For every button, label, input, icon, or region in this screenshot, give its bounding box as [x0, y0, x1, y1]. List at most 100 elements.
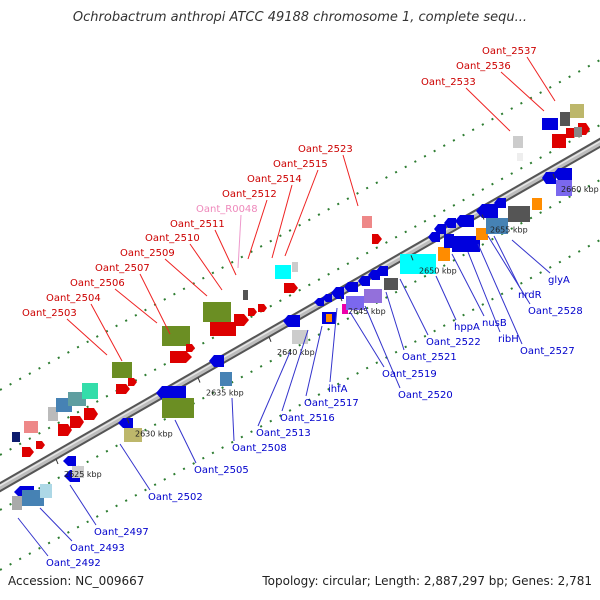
gene-arrow[interactable]	[186, 344, 195, 352]
gene-label-below[interactable]: Oant_2527	[520, 346, 575, 357]
gene-block[interactable]	[124, 428, 142, 442]
gene-label-below[interactable]: glyA	[548, 275, 570, 286]
gene-block[interactable]	[162, 398, 194, 418]
gene-label-below[interactable]: Oant_2519	[382, 369, 437, 380]
gene-arrow[interactable]	[63, 456, 76, 466]
gene-block[interactable]	[48, 407, 58, 421]
gene-block[interactable]	[82, 383, 98, 399]
gene-label-above[interactable]: Oant_2523	[298, 144, 353, 155]
gene-label-above[interactable]: Oant_2512	[222, 189, 277, 200]
gene-block[interactable]	[220, 372, 232, 386]
gene-label-below[interactable]: Oant_2520	[398, 390, 453, 401]
gene-arrow[interactable]	[494, 198, 506, 208]
gene-block[interactable]	[552, 134, 566, 148]
gene-block[interactable]	[486, 218, 508, 234]
gene-arrow[interactable]	[84, 408, 98, 420]
gene-arrow[interactable]	[170, 351, 192, 363]
gene-block[interactable]	[243, 290, 248, 300]
gene-arrow[interactable]	[476, 204, 498, 218]
gene-block[interactable]	[40, 484, 52, 498]
gene-arrow[interactable]	[344, 282, 358, 292]
gene-block[interactable]	[574, 127, 582, 137]
gene-block[interactable]	[362, 216, 372, 228]
gene-label-above[interactable]: Oant_2511	[170, 219, 225, 230]
gene-label-below[interactable]: nrdR	[518, 290, 542, 301]
gene-arrow[interactable]	[376, 266, 388, 276]
gene-block[interactable]	[532, 198, 542, 210]
gene-block[interactable]	[517, 153, 523, 161]
gene-block[interactable]	[292, 262, 298, 272]
gene-label-below[interactable]: nusB	[482, 318, 507, 329]
gene-arrow[interactable]	[128, 378, 137, 386]
gene-block[interactable]	[275, 265, 291, 279]
gene-label-below[interactable]: ihfA	[328, 384, 348, 395]
gene-arrow[interactable]	[156, 386, 186, 400]
gene-arrow[interactable]	[542, 172, 556, 184]
gene-label-below[interactable]: Oant_2516	[280, 413, 335, 424]
gene-label-above[interactable]: Oant_2533	[421, 77, 476, 88]
gene-block[interactable]	[203, 302, 231, 322]
gene-block[interactable]	[438, 247, 450, 261]
gene-label-above[interactable]: Oant_2503	[22, 308, 77, 319]
gene-arrow[interactable]	[455, 215, 474, 227]
gene-label-below[interactable]: Oant_2492	[46, 558, 101, 569]
gene-block[interactable]	[346, 296, 364, 310]
gene-label-below[interactable]: Oant_2528	[528, 306, 583, 317]
gene-label-above[interactable]: Oant_2536	[456, 61, 511, 72]
gene-block[interactable]	[400, 254, 436, 274]
gene-block[interactable]	[24, 421, 38, 433]
gene-arrow[interactable]	[444, 218, 456, 228]
gene-arrow[interactable]	[36, 441, 45, 449]
gene-label-below[interactable]: hppA	[454, 322, 480, 333]
gene-arrow[interactable]	[428, 232, 440, 242]
gene-block[interactable]	[570, 104, 584, 118]
gene-arrow[interactable]	[372, 234, 382, 244]
gene-block[interactable]	[444, 234, 454, 248]
gene-arrow[interactable]	[209, 355, 224, 367]
gene-block[interactable]	[384, 278, 398, 290]
gene-block[interactable]	[22, 490, 44, 506]
gene-label-below[interactable]: Oant_2493	[70, 543, 125, 554]
gene-block[interactable]	[326, 314, 332, 322]
gene-arrow[interactable]	[358, 276, 370, 286]
gene-arrow[interactable]	[434, 224, 446, 234]
gene-label-above[interactable]: Oant_R0048	[196, 204, 258, 215]
gene-block[interactable]	[513, 136, 523, 148]
gene-label-above[interactable]: Oant_2509	[120, 248, 175, 259]
gene-label-below[interactable]: Oant_2508	[232, 443, 287, 454]
gene-block[interactable]	[210, 322, 236, 336]
gene-label-above[interactable]: Oant_2506	[70, 278, 125, 289]
gene-label-above[interactable]: Oant_2537	[482, 46, 537, 57]
gene-arrow[interactable]	[258, 304, 267, 312]
gene-arrow[interactable]	[283, 315, 300, 327]
gene-block[interactable]	[556, 180, 572, 196]
gene-block[interactable]	[452, 236, 480, 252]
gene-label-below[interactable]: ribH	[498, 334, 519, 345]
gene-arrow[interactable]	[70, 416, 84, 428]
gene-block[interactable]	[364, 289, 382, 303]
gene-label-below[interactable]: Oant_2505	[194, 465, 249, 476]
gene-arrow[interactable]	[22, 447, 34, 457]
gene-block[interactable]	[112, 362, 132, 378]
gene-block[interactable]	[68, 392, 86, 406]
gene-arrow[interactable]	[118, 418, 133, 428]
gene-arrow[interactable]	[553, 168, 572, 180]
gene-block[interactable]	[72, 466, 84, 478]
gene-label-above[interactable]: Oant_2514	[247, 174, 302, 185]
gene-arrow[interactable]	[248, 308, 257, 316]
gene-label-below[interactable]: Oant_2521	[402, 352, 457, 363]
gene-label-above[interactable]: Oant_2507	[95, 263, 150, 274]
gene-block[interactable]	[162, 326, 190, 346]
gene-label-above[interactable]: Oant_2510	[145, 233, 200, 244]
gene-label-below[interactable]: Oant_2502	[148, 492, 203, 503]
gene-label-above[interactable]: Oant_2504	[46, 293, 101, 304]
gene-block[interactable]	[292, 330, 308, 344]
gene-label-below[interactable]: Oant_2513	[256, 428, 311, 439]
gene-block[interactable]	[542, 118, 558, 130]
gene-label-below[interactable]: Oant_2522	[426, 337, 481, 348]
gene-arrow[interactable]	[116, 384, 130, 394]
gene-label-above[interactable]: Oant_2515	[273, 159, 328, 170]
gene-block[interactable]	[12, 496, 22, 510]
gene-arrow[interactable]	[234, 314, 249, 326]
gene-block[interactable]	[12, 432, 20, 442]
